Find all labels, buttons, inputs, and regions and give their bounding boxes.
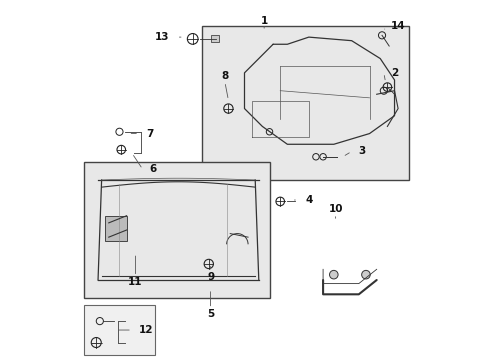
Text: 14: 14 <box>390 21 405 31</box>
Text: 4: 4 <box>305 195 312 205</box>
Text: 9: 9 <box>206 272 214 282</box>
Text: 10: 10 <box>327 203 342 213</box>
Circle shape <box>329 270 337 279</box>
Text: 3: 3 <box>358 147 366 157</box>
FancyBboxPatch shape <box>201 26 408 180</box>
Text: 8: 8 <box>221 71 228 81</box>
FancyBboxPatch shape <box>83 305 155 355</box>
Text: 11: 11 <box>128 277 142 287</box>
Circle shape <box>361 270 369 279</box>
Bar <box>105 216 126 241</box>
FancyBboxPatch shape <box>83 162 269 298</box>
Text: 1: 1 <box>260 16 267 26</box>
Text: 6: 6 <box>149 164 157 174</box>
Text: 7: 7 <box>146 129 153 139</box>
Text: 5: 5 <box>206 309 214 319</box>
Text: 12: 12 <box>139 325 153 335</box>
Text: 13: 13 <box>155 32 169 42</box>
Text: 2: 2 <box>390 68 397 78</box>
Bar <box>210 35 219 42</box>
